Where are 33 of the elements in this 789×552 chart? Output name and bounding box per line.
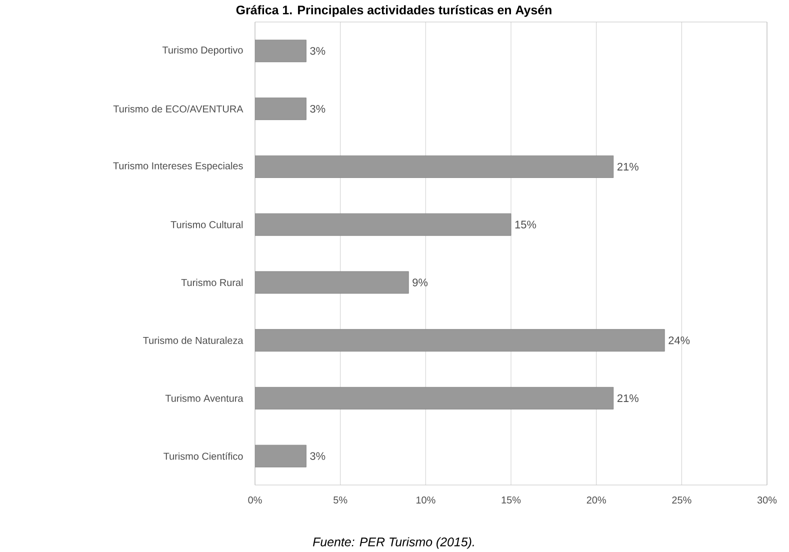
bar: [255, 40, 306, 62]
x-tick-label: 20%: [586, 496, 606, 504]
x-tick-label: 15%: [502, 496, 521, 504]
y-tick-label: Turismo de Naturaleza: [143, 336, 244, 344]
data-label: 9%: [412, 278, 428, 286]
data-label: 3%: [310, 47, 326, 55]
y-tick-label: Turismo Intereses Especiales: [113, 162, 243, 172]
bar: [255, 155, 614, 178]
x-tick-label: 25%: [672, 496, 692, 504]
bar: [255, 98, 306, 120]
bar: [255, 329, 665, 352]
y-tick-label: Turismo Cultural: [170, 220, 243, 228]
y-tick-label: Turismo Rural: [181, 278, 243, 286]
y-tick-label: Turismo Aventura: [165, 394, 244, 402]
data-label: 15%: [515, 220, 536, 228]
y-tick-label: Turismo Científico: [164, 452, 243, 460]
data-label: 3%: [310, 104, 326, 113]
bar: [255, 386, 614, 410]
bar: [255, 271, 409, 294]
bar: [255, 213, 512, 236]
y-tick-label: Turismo de ECO/AVENTURA: [113, 105, 244, 112]
source-note: Fuente: PER Turismo (2015).: [312, 537, 474, 549]
chart-title: Gráfica 1. Principales actividades turísticas en Aysén: [236, 5, 552, 17]
data-label: 21%: [617, 394, 638, 402]
data-label: 3%: [310, 452, 326, 460]
x-tick-label: 0%: [248, 496, 262, 504]
x-tick-label: 5%: [334, 496, 348, 504]
x-tick-label: 10%: [416, 496, 436, 504]
y-tick-label: Turismo Deportivo: [162, 46, 243, 56]
data-label: 21%: [617, 162, 638, 171]
x-tick-label: 30%: [757, 496, 777, 504]
bar: [255, 444, 306, 468]
data-label: 24%: [668, 336, 690, 344]
